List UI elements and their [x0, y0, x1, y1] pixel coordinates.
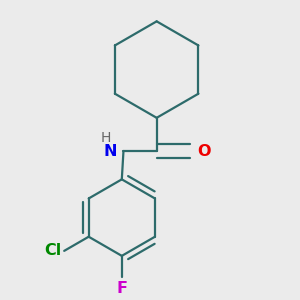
- Text: H: H: [101, 131, 111, 145]
- Text: Cl: Cl: [44, 243, 62, 258]
- Text: O: O: [197, 144, 211, 159]
- Text: N: N: [104, 144, 118, 159]
- Text: F: F: [116, 281, 127, 296]
